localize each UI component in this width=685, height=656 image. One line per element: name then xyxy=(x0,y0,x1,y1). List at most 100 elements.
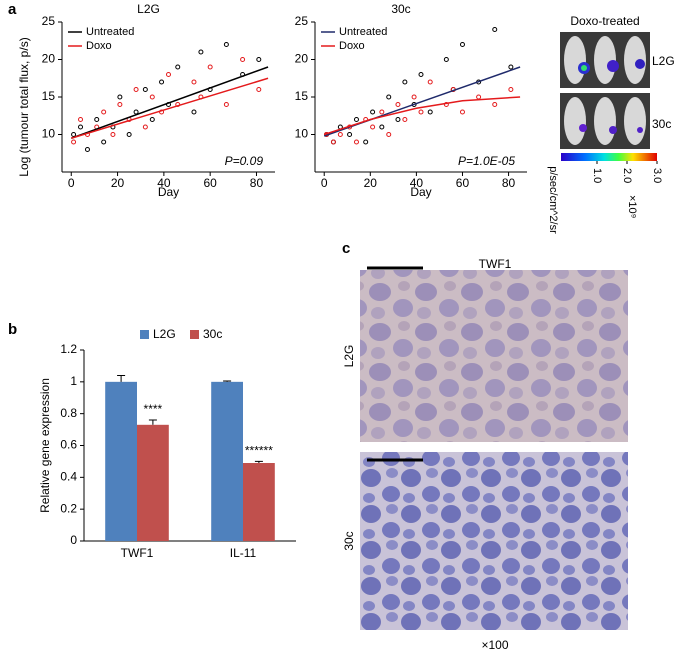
y-axis-label: Log (tumour total flux, p/s) xyxy=(17,37,31,176)
error-bar xyxy=(148,419,157,425)
y-tick-label: 0.8 xyxy=(60,406,77,420)
data-point xyxy=(508,64,514,70)
colorbar xyxy=(561,153,657,161)
histology-image xyxy=(360,270,628,442)
histology-row-label: 30c xyxy=(342,531,356,550)
y-tick-label: 0.4 xyxy=(60,470,77,484)
x-tick-label: 60 xyxy=(203,176,217,190)
y-tick-label: 20 xyxy=(295,52,309,66)
data-point xyxy=(386,94,392,100)
fit-line xyxy=(323,96,521,136)
data-point xyxy=(198,49,204,55)
data-point xyxy=(395,117,401,122)
magnification: ×100 xyxy=(481,638,508,652)
bar xyxy=(137,424,169,541)
significance: ****** xyxy=(245,444,273,458)
data-point xyxy=(379,124,385,130)
legend-label: Untreated xyxy=(339,26,387,38)
data-point xyxy=(370,109,376,115)
error-bar xyxy=(117,374,126,382)
legend-label: Untreated xyxy=(86,26,134,38)
data-point xyxy=(117,102,123,107)
histology-row-label: L2G xyxy=(342,345,356,368)
data-point xyxy=(353,117,359,122)
data-point xyxy=(191,109,197,115)
error-bar xyxy=(254,460,263,464)
x-tick-label: 40 xyxy=(157,176,171,190)
chart-title: 30c xyxy=(391,2,410,16)
bar xyxy=(243,463,275,541)
x-tick-label: 60 xyxy=(456,176,470,190)
legend-swatch xyxy=(140,330,149,339)
x-tick-label: 80 xyxy=(502,176,516,190)
data-point xyxy=(379,109,385,115)
legend-label: L2G xyxy=(153,327,176,341)
data-point xyxy=(175,64,181,70)
legend-swatch xyxy=(190,330,199,339)
mouse-row-label: L2G xyxy=(652,54,675,68)
data-point xyxy=(84,147,90,152)
data-point xyxy=(459,109,465,115)
bar xyxy=(105,381,137,541)
data-point xyxy=(443,57,449,62)
data-point xyxy=(117,94,123,100)
data-point xyxy=(418,72,424,77)
data-point xyxy=(166,72,171,77)
x-tick-label: 20 xyxy=(364,176,378,190)
panel-label: b xyxy=(8,321,17,338)
data-point xyxy=(330,139,336,145)
data-point xyxy=(101,109,107,115)
data-point xyxy=(427,109,433,115)
data-point xyxy=(418,109,424,115)
data-point xyxy=(256,87,262,92)
x-tick-label: 80 xyxy=(250,176,264,190)
x-tick-label: 0 xyxy=(68,176,75,190)
data-point xyxy=(71,139,77,145)
p-value: P=1.0E-05 xyxy=(458,154,515,168)
data-point xyxy=(126,132,132,137)
data-point xyxy=(133,87,139,92)
data-point xyxy=(395,102,401,107)
colorbar-tick-label: 1.0 xyxy=(591,168,603,183)
fit-line xyxy=(71,66,269,139)
y-tick-label: 1 xyxy=(70,374,77,388)
data-point xyxy=(110,132,116,137)
x-tick-label: IL-11 xyxy=(230,546,257,560)
colorbar-unit: p/sec/cm^2/sr xyxy=(547,166,559,234)
data-point xyxy=(347,132,353,137)
mouse-image xyxy=(560,32,650,88)
histology-image xyxy=(360,452,628,630)
y-tick-label: 20 xyxy=(42,52,56,66)
y-tick-label: 10 xyxy=(295,127,309,141)
data-point xyxy=(427,79,433,85)
data-point xyxy=(459,42,465,47)
legend-label: Doxo xyxy=(86,40,112,52)
x-tick-label: 40 xyxy=(410,176,424,190)
colorbar-scale: ×10⁹ xyxy=(626,195,638,218)
y-tick-label: 0 xyxy=(70,533,77,547)
chart-title: L2G xyxy=(137,2,160,16)
x-tick-label: 0 xyxy=(321,176,328,190)
y-tick-label: 15 xyxy=(295,89,309,103)
significance: **** xyxy=(144,402,163,416)
fit-line xyxy=(71,77,269,139)
data-point xyxy=(191,79,197,85)
y-tick-label: 25 xyxy=(42,14,56,28)
data-point xyxy=(71,132,77,137)
data-point xyxy=(476,94,482,100)
x-tick-label: 20 xyxy=(111,176,125,190)
data-point xyxy=(101,139,107,145)
y-tick-label: 25 xyxy=(295,14,309,28)
histology-title: TWF1 xyxy=(479,257,512,271)
data-point xyxy=(386,132,392,137)
data-point xyxy=(78,117,84,122)
y-tick-label: 10 xyxy=(42,127,56,141)
data-point xyxy=(149,94,155,100)
data-point xyxy=(443,102,449,107)
data-point xyxy=(370,124,376,130)
data-point xyxy=(240,57,246,62)
data-point xyxy=(402,79,408,85)
x-axis-label: Day xyxy=(410,185,431,199)
data-point xyxy=(411,94,417,100)
